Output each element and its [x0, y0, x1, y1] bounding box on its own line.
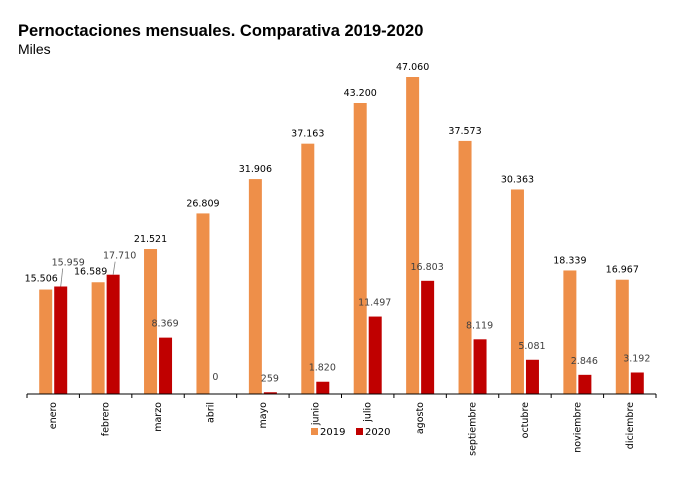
data-label-2020-noviembre: 2.846: [571, 356, 598, 367]
x-tick-label-febrero: febrero: [101, 402, 112, 436]
legend: 2019 2020: [311, 427, 390, 438]
x-tick-label-enero: enero: [48, 402, 59, 429]
data-label-2019-agosto: 47.060: [396, 62, 429, 73]
data-label-2019-marzo: 21.521: [134, 234, 167, 245]
x-tick-label-junio: junio: [310, 402, 321, 426]
legend-swatch-2019: [311, 428, 318, 435]
data-label-2020-mayo: 259: [261, 373, 279, 384]
data-label-2019-septiembre: 37.573: [448, 126, 481, 137]
data-label-2019-noviembre: 18.339: [553, 255, 586, 266]
data-label-2020-enero: 15.959: [52, 257, 85, 268]
data-label-2019-julio: 43.200: [344, 88, 377, 99]
bar-2019-junio: [301, 143, 315, 394]
bar-2019-septiembre: [458, 140, 472, 394]
data-label-2020-marzo: 8.369: [151, 319, 178, 330]
x-tick-label-diciembre: diciembre: [625, 402, 636, 449]
bar-2020-junio: [316, 381, 330, 394]
x-tick-label-marzo: marzo: [153, 402, 164, 432]
data-label-2019-abril: 26.809: [186, 198, 219, 209]
x-axis: enero febrero marzo abril mayo junio julio agos…: [26, 393, 657, 456]
data-label-2020-agosto: 16.803: [411, 262, 444, 273]
bar-2020-septiembre: [473, 339, 487, 394]
x-tick-label-octubre: octubre: [520, 402, 531, 439]
data-label-2019-diciembre: 16.967: [606, 265, 639, 276]
data-label-2019-octubre: 30.363: [501, 174, 534, 185]
leader-line-enero: [60, 268, 64, 287]
legend-label-2020: 2020: [365, 427, 390, 438]
bar-2020-octubre: [525, 359, 539, 394]
bars-group: [39, 77, 644, 394]
leader-line-febrero: [112, 261, 116, 275]
bar-2020-mayo: [263, 392, 277, 394]
data-label-2020-junio: 1.820: [309, 363, 336, 374]
bar-2020-febrero: [106, 274, 120, 394]
data-label-2020-abril: 0: [212, 372, 218, 383]
data-label-2019-mayo: 31.906: [239, 164, 272, 175]
data-label-2019-febrero: 16.589: [74, 266, 107, 277]
bar-2020-diciembre: [630, 372, 644, 394]
bar-2019-abril: [196, 213, 210, 394]
x-tick-label-noviembre: noviembre: [572, 402, 583, 453]
bar-2019-marzo: [144, 249, 158, 394]
legend-swatch-2020: [356, 428, 363, 435]
bar-2019-agosto: [406, 77, 420, 394]
bar-2020-julio: [368, 316, 382, 394]
bar-2019-mayo: [248, 179, 262, 394]
bar-2019-julio: [353, 103, 367, 394]
bar-2020-enero: [54, 286, 68, 394]
bar-2019-diciembre: [615, 279, 629, 394]
data-label-2020-septiembre: 8.119: [466, 320, 493, 331]
data-label-2019-junio: 37.163: [291, 129, 324, 140]
x-tick-label-julio: julio: [363, 402, 374, 423]
bar-2019-febrero: [91, 282, 105, 394]
bar-2019-octubre: [510, 189, 524, 394]
x-tick-label-abril: abril: [205, 402, 216, 423]
x-tick-label-septiembre: septiembre: [468, 402, 479, 456]
x-tick-label-agosto: agosto: [415, 402, 426, 434]
bar-2020-marzo: [159, 337, 173, 394]
bar-2019-enero: [39, 289, 53, 394]
legend-label-2019: 2019: [320, 427, 345, 438]
chart-subtitle: Miles: [18, 41, 51, 57]
bar-2020-noviembre: [578, 374, 592, 394]
bar-2019-noviembre: [563, 270, 577, 394]
data-label-2020-julio: 11.497: [358, 298, 391, 309]
data-label-2019-enero: 15.506: [25, 274, 58, 285]
data-label-2020-diciembre: 3.192: [623, 353, 650, 364]
chart-title: Pernoctaciones mensuales. Comparativa 20…: [18, 22, 424, 40]
data-label-2020-febrero: 17.710: [103, 251, 136, 262]
bar-2020-agosto: [421, 280, 435, 394]
x-tick-label-mayo: mayo: [258, 402, 269, 429]
data-label-2020-octubre: 5.081: [518, 341, 545, 352]
